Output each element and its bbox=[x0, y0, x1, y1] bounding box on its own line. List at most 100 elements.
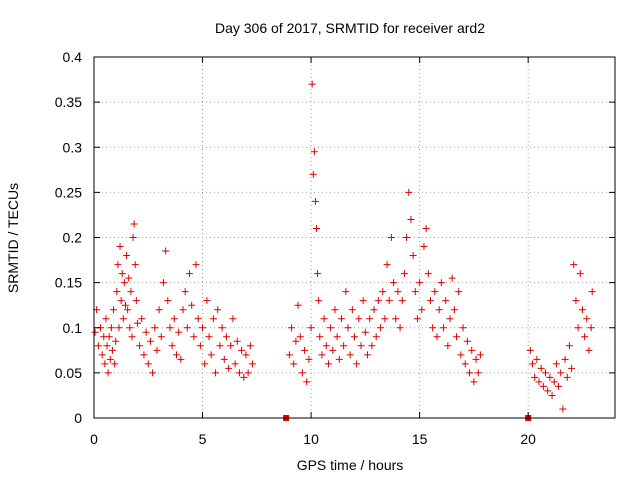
data-point bbox=[403, 234, 411, 241]
data-point bbox=[529, 360, 537, 368]
data-point bbox=[242, 351, 250, 359]
data-point bbox=[314, 270, 322, 278]
data-point bbox=[138, 315, 146, 323]
data-point bbox=[231, 360, 239, 368]
data-point bbox=[166, 324, 174, 332]
data-point bbox=[450, 306, 458, 314]
data-point bbox=[588, 288, 596, 296]
data-point bbox=[126, 324, 134, 332]
data-point bbox=[181, 288, 189, 296]
data-point bbox=[129, 234, 137, 241]
data-point bbox=[424, 270, 432, 278]
data-point bbox=[290, 360, 298, 368]
data-point bbox=[116, 243, 124, 251]
x-tick-label: 5 bbox=[199, 431, 207, 447]
data-point bbox=[240, 373, 248, 381]
data-point bbox=[544, 387, 552, 395]
data-point bbox=[235, 369, 243, 377]
data-point bbox=[177, 355, 185, 363]
data-point bbox=[346, 351, 354, 359]
data-point bbox=[118, 270, 126, 278]
data-point bbox=[457, 351, 465, 359]
data-point bbox=[132, 297, 140, 305]
data-point bbox=[192, 261, 200, 269]
data-point bbox=[285, 351, 293, 359]
data-point bbox=[448, 274, 456, 282]
data-point bbox=[411, 288, 419, 296]
data-point bbox=[374, 297, 382, 305]
data-point bbox=[220, 355, 228, 363]
y-tick-label: 0.25 bbox=[55, 184, 82, 200]
data-point bbox=[229, 315, 237, 323]
data-point bbox=[329, 346, 337, 354]
data-point bbox=[101, 360, 109, 368]
data-point bbox=[113, 288, 121, 296]
data-point bbox=[533, 355, 541, 363]
data-point bbox=[324, 360, 332, 368]
data-point bbox=[531, 373, 539, 381]
data-point bbox=[308, 80, 316, 88]
data-point bbox=[121, 301, 129, 309]
data-point bbox=[153, 346, 161, 354]
data-point bbox=[170, 315, 178, 323]
data-point bbox=[366, 315, 374, 323]
data-point bbox=[351, 333, 358, 341]
data-point bbox=[188, 301, 196, 309]
data-point bbox=[111, 360, 119, 368]
data-point bbox=[320, 315, 328, 323]
data-point bbox=[385, 297, 393, 305]
data-point bbox=[359, 297, 367, 305]
data-point bbox=[125, 274, 133, 282]
data-point bbox=[313, 224, 321, 232]
data-point bbox=[159, 279, 167, 287]
data-point bbox=[327, 324, 335, 332]
data-point bbox=[157, 333, 165, 341]
data-point bbox=[463, 337, 471, 345]
data-point bbox=[144, 360, 152, 368]
data-point bbox=[413, 315, 421, 323]
data-point bbox=[568, 364, 576, 372]
data-point bbox=[583, 315, 591, 323]
data-point bbox=[555, 382, 563, 390]
data-point bbox=[572, 297, 580, 305]
data-point bbox=[383, 261, 391, 269]
data-point bbox=[461, 360, 469, 368]
x-tick-label: 15 bbox=[412, 431, 428, 447]
data-point bbox=[446, 315, 454, 323]
data-point bbox=[381, 315, 389, 323]
data-point bbox=[466, 369, 474, 377]
data-point bbox=[322, 342, 330, 350]
data-point bbox=[370, 306, 378, 314]
data-point bbox=[194, 315, 202, 323]
y-axis-label: SRMTID / TECUs bbox=[5, 183, 21, 293]
data-point bbox=[315, 297, 323, 305]
data-point bbox=[337, 315, 345, 323]
data-point bbox=[578, 306, 586, 314]
data-point bbox=[542, 369, 550, 377]
data-point bbox=[581, 333, 589, 341]
data-point bbox=[212, 369, 220, 377]
data-point bbox=[110, 306, 118, 314]
data-point bbox=[179, 306, 187, 314]
data-point bbox=[470, 378, 478, 386]
data-point bbox=[175, 328, 183, 336]
data-point bbox=[107, 324, 115, 332]
data-point bbox=[114, 261, 122, 269]
data-point bbox=[392, 315, 400, 323]
x-axis-label: GPS time / hours bbox=[297, 457, 404, 473]
data-point bbox=[162, 247, 170, 255]
data-point bbox=[409, 252, 417, 260]
data-point bbox=[172, 351, 180, 359]
data-point bbox=[233, 337, 241, 345]
data-point bbox=[183, 324, 191, 332]
data-point bbox=[565, 342, 573, 350]
data-point bbox=[205, 333, 213, 341]
data-point bbox=[585, 346, 593, 354]
data-point bbox=[396, 324, 404, 332]
y-tick-label: 0.4 bbox=[63, 49, 83, 65]
data-point bbox=[301, 346, 309, 354]
data-point bbox=[348, 306, 356, 314]
data-point bbox=[407, 215, 415, 223]
data-point bbox=[123, 252, 131, 260]
